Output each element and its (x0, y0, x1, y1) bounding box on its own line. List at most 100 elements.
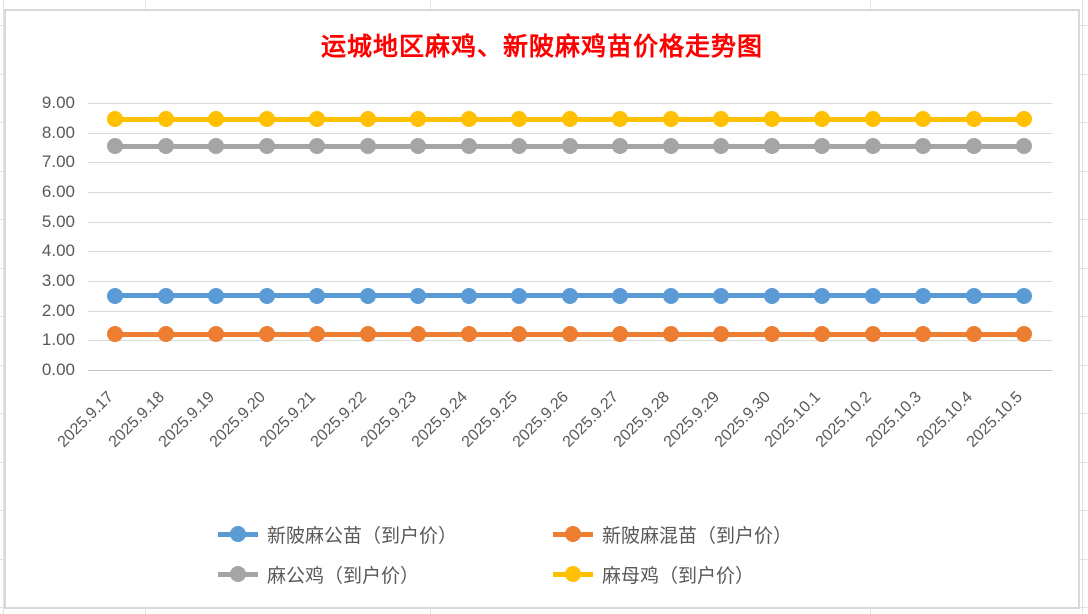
legend-marker-icon (553, 566, 593, 582)
data-point-marker (511, 326, 527, 343)
y-axis-tick-label: 0.00 (41, 360, 75, 379)
data-point-marker (410, 111, 426, 128)
data-point-marker (258, 138, 275, 154)
legend-item[interactable]: 麻公鸡（到户价） (218, 561, 553, 588)
y-axis-tick-label: 3.00 (41, 270, 75, 290)
data-point-marker (157, 111, 174, 128)
data-point-marker (410, 287, 426, 304)
legend-label: 新陂麻公苗（到户价） (267, 525, 458, 547)
data-point-marker (208, 326, 224, 343)
y-axis-tick-label: 7.00 (41, 152, 75, 172)
data-point-marker (612, 287, 628, 304)
data-point-marker (864, 138, 881, 154)
data-point-marker (864, 326, 881, 343)
data-point-marker (965, 287, 982, 304)
y-gridline (88, 370, 1052, 371)
y-axis-tick-label: 1.00 (41, 330, 75, 350)
data-point-marker (208, 287, 224, 304)
data-point-marker (713, 138, 729, 154)
chart-legend: 新陂麻公苗（到户价） 新陂麻混苗（到户价） 麻公鸡（到户价） 麻母鸡（到户价） (218, 514, 898, 594)
data-point-marker (107, 326, 123, 343)
legend-item[interactable]: 新陂麻混苗（到户价） (553, 521, 888, 548)
legend-row: 麻公鸡（到户价） 麻母鸡（到户价） (218, 554, 898, 594)
y-axis-tick-label: 5.00 (41, 211, 75, 231)
data-point-marker (763, 111, 780, 128)
data-point-marker (258, 326, 275, 343)
y-gridline (88, 191, 1052, 193)
data-point-marker (763, 326, 780, 343)
legend-label: 新陂麻混苗（到户价） (602, 525, 793, 547)
y-axis-tick-label: 8.00 (41, 122, 75, 142)
data-point-marker (1016, 138, 1032, 154)
data-point-marker (460, 287, 477, 304)
legend-marker-icon (553, 526, 593, 542)
y-axis-tick-label: 9.00 (41, 92, 75, 112)
data-point-marker (713, 287, 729, 304)
data-point-marker (359, 138, 376, 154)
data-point-marker (1016, 326, 1032, 343)
data-point-marker (208, 138, 224, 154)
data-point-marker (107, 287, 123, 304)
legend-marker-icon (218, 526, 258, 542)
data-point-marker (208, 111, 224, 128)
sheet-column-line (1082, 0, 1083, 614)
legend-label: 麻公鸡（到户价） (267, 565, 420, 587)
data-point-marker (965, 326, 982, 343)
data-point-marker (814, 326, 830, 343)
y-axis-tick-label: 6.00 (41, 181, 75, 201)
data-point-marker (410, 326, 426, 343)
y-gridline (88, 102, 1052, 104)
data-point-marker (561, 287, 578, 304)
legend-item[interactable]: 麻母鸡（到户价） (553, 561, 888, 588)
y-axis-tick-label: 2.00 (41, 300, 75, 320)
data-point-marker (864, 287, 881, 304)
data-point-marker (814, 111, 830, 128)
data-point-marker (309, 326, 325, 343)
y-gridline (88, 162, 1052, 164)
data-point-marker (1016, 111, 1032, 128)
data-point-marker (359, 111, 376, 128)
data-point-marker (814, 287, 830, 304)
data-point-marker (258, 111, 275, 128)
data-point-marker (561, 326, 578, 343)
data-point-marker (309, 287, 325, 304)
legend-item[interactable]: 新陂麻公苗（到户价） (218, 521, 553, 548)
data-point-marker (662, 287, 679, 304)
data-point-marker (662, 111, 679, 128)
data-point-marker (511, 111, 527, 128)
data-point-marker (713, 326, 729, 343)
data-point-marker (511, 138, 527, 154)
data-point-marker (612, 326, 628, 343)
y-gridline (88, 310, 1052, 312)
y-gridline (88, 221, 1052, 223)
legend-row: 新陂麻公苗（到户价） 新陂麻混苗（到户价） (218, 514, 898, 554)
data-point-marker (157, 287, 174, 304)
data-point-marker (460, 111, 477, 128)
data-point-marker (309, 138, 325, 154)
data-point-marker (965, 138, 982, 154)
y-gridline (88, 280, 1052, 282)
data-point-marker (258, 287, 275, 304)
data-point-marker (410, 138, 426, 154)
data-point-marker (662, 326, 679, 343)
legend-label: 麻母鸡（到户价） (602, 565, 755, 587)
data-point-marker (763, 138, 780, 154)
data-point-marker (359, 326, 376, 343)
data-point-marker (662, 138, 679, 154)
data-point-marker (915, 111, 931, 128)
sheet-column-line (3, 0, 4, 614)
data-point-marker (157, 138, 174, 154)
data-point-marker (612, 111, 628, 128)
data-point-marker (763, 287, 780, 304)
chart-container[interactable]: 运城地区麻鸡、新陂麻鸡苗价格走势图 0.00 1.00 2.00 3.00 4.00 5.… (4, 9, 1080, 609)
data-point-marker (915, 326, 931, 343)
data-point-marker (814, 138, 830, 154)
data-point-marker (107, 111, 123, 128)
data-point-marker (157, 326, 174, 343)
data-point-marker (359, 287, 376, 304)
data-point-marker (965, 111, 982, 128)
y-gridline (88, 132, 1052, 134)
data-point-marker (561, 138, 578, 154)
y-gridline (88, 251, 1052, 253)
data-point-marker (713, 111, 729, 128)
